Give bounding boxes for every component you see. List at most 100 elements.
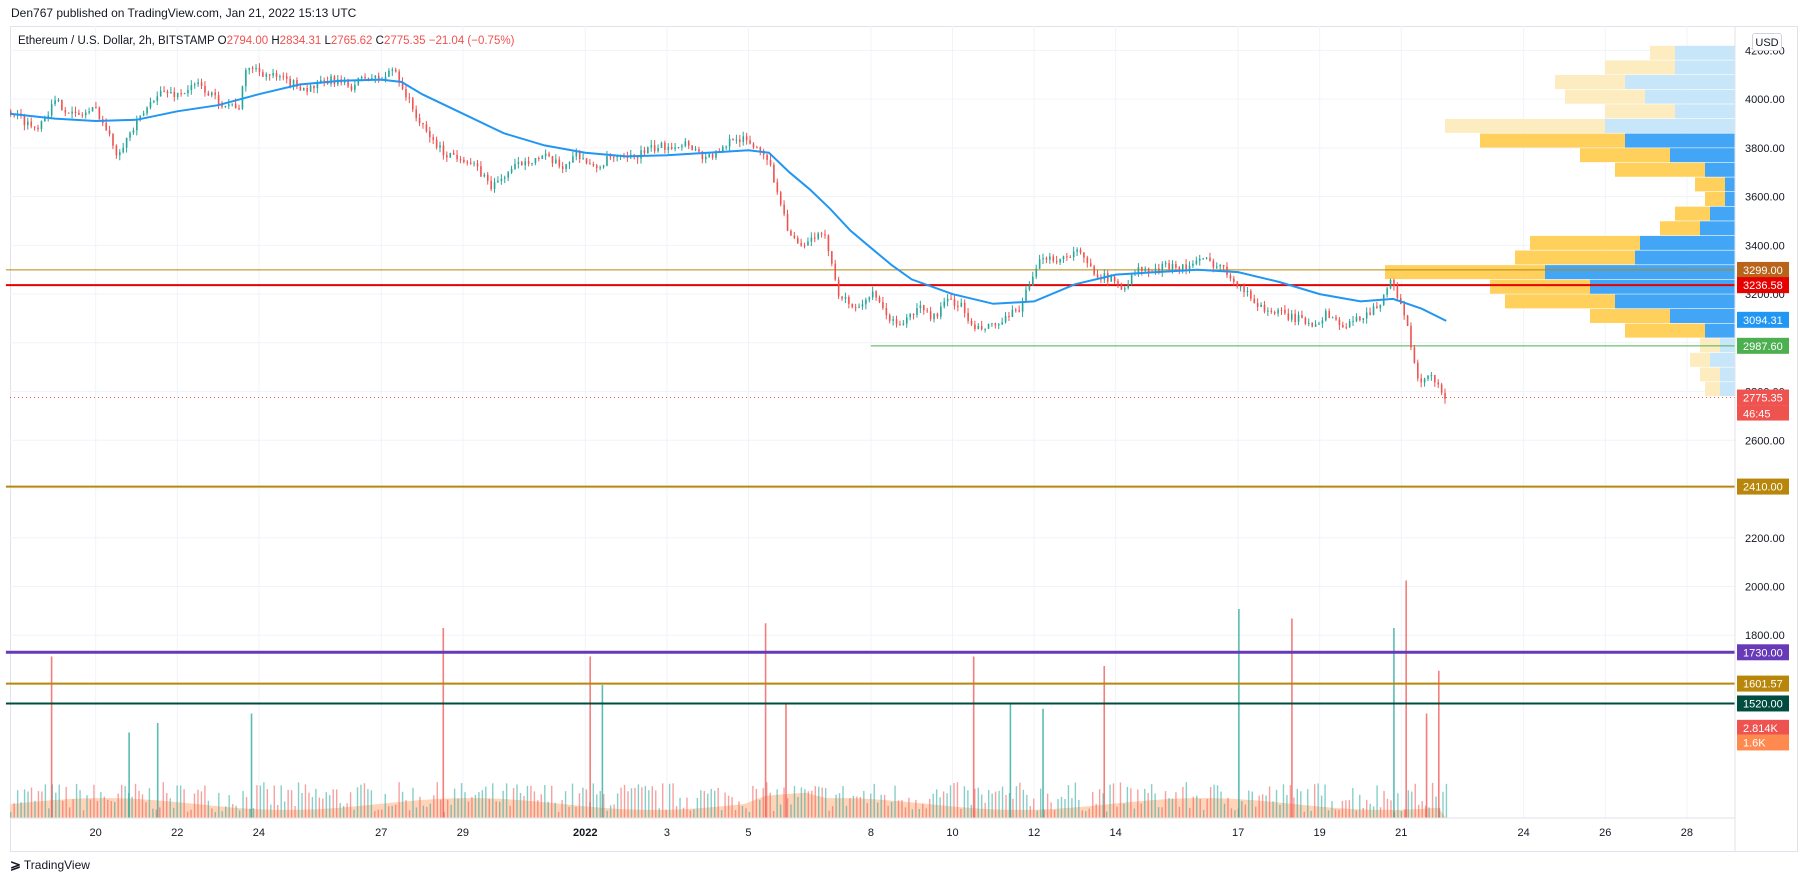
volume-bar [745, 808, 747, 818]
candle-body [112, 134, 114, 146]
candle-body [1164, 263, 1167, 265]
candle-body [769, 160, 772, 165]
volume-bar [644, 786, 647, 818]
candle-body [265, 74, 268, 77]
candle-body [180, 93, 182, 95]
volume-profile-up-bar [1720, 382, 1735, 397]
candle-body [687, 141, 690, 146]
volume-profile-down-bar [1615, 162, 1705, 177]
volume-bar [422, 805, 425, 818]
candle-body [670, 146, 673, 149]
candle-body [466, 162, 469, 164]
volume-bar [1227, 798, 1229, 818]
volume-bar [263, 782, 265, 818]
volume-bar [946, 793, 948, 818]
volume-bar [1071, 798, 1073, 818]
volume-bar [526, 785, 529, 818]
volume-bar [623, 784, 626, 818]
candle-body [316, 82, 319, 89]
volume-bar [845, 805, 848, 818]
candle-body [1093, 266, 1095, 275]
candle-body [347, 80, 349, 87]
volume-spike-bar [785, 704, 787, 818]
volume-profile-up-bar [1705, 323, 1735, 338]
candle-body [1345, 327, 1348, 329]
volume-bar [814, 786, 816, 818]
candle-body [1066, 256, 1068, 258]
candle-body [1440, 384, 1443, 393]
candle-body [166, 91, 169, 94]
price-tick-label: 2200.00 [1745, 533, 1785, 545]
candle-body [1181, 264, 1184, 271]
candle-body [589, 163, 591, 165]
volume-bar [741, 805, 744, 818]
volume-bar [918, 809, 921, 818]
candle-body [354, 84, 356, 90]
volume-bar [446, 799, 449, 818]
volume-bar [1005, 794, 1007, 818]
candle-body [234, 103, 237, 109]
candle-body [561, 166, 564, 169]
candle-body [548, 153, 550, 157]
volume-bar [34, 800, 36, 818]
volume-spike-bar [589, 656, 591, 818]
volume-bar [1445, 783, 1448, 818]
candle-body [541, 156, 544, 160]
candle-body [357, 78, 360, 85]
price-label-text: 2987.60 [1743, 341, 1783, 353]
volume-bar [277, 804, 279, 818]
price-label-box [1737, 277, 1789, 294]
candle-body [309, 85, 312, 92]
candle-body [1069, 256, 1072, 258]
candle-body [503, 177, 506, 179]
volume-bar [679, 797, 681, 818]
volume-bar [1001, 786, 1004, 818]
volume-bar [544, 785, 546, 818]
tradingview-logo-icon[interactable]: ⩾ [10, 857, 21, 872]
footer-brand[interactable]: TradingView [23, 858, 90, 872]
volume-profile-down-bar [1605, 104, 1675, 119]
candle-body [57, 99, 60, 101]
publish-info: Den767 published on TradingView.com, Jan… [11, 6, 357, 20]
volume-bar [949, 785, 952, 818]
candle-body [425, 124, 428, 132]
volume-bar [1303, 811, 1305, 818]
volume-bar [55, 792, 57, 818]
price-tick-label: 2000.00 [1745, 581, 1785, 593]
currency-button[interactable]: USD [1752, 33, 1782, 51]
candle-body [1342, 325, 1344, 328]
candle-body [1369, 312, 1371, 315]
candle-body [667, 146, 670, 150]
volume-bar [1365, 799, 1368, 818]
volume-bar [1418, 804, 1420, 818]
candle-body [497, 180, 499, 183]
candle-body [1062, 256, 1065, 260]
volume-bar [804, 789, 806, 818]
volume-profile-down-bar [1675, 206, 1710, 221]
volume-bar [1379, 807, 1382, 818]
volume-bar [540, 794, 543, 818]
volume-bar [311, 797, 314, 818]
volume-bar [1230, 808, 1233, 818]
volume-bar [637, 784, 640, 818]
candle-body [136, 120, 138, 131]
candle-body [163, 90, 165, 92]
candle-body [228, 104, 230, 106]
volume-bar [356, 787, 359, 818]
candle-body [44, 118, 46, 122]
candle-body [173, 91, 176, 98]
volume-bar [332, 789, 334, 818]
volume-bar [1085, 811, 1087, 818]
candle-body [1229, 275, 1232, 279]
price-label-text: 3236.58 [1743, 280, 1783, 292]
volume-bar [1109, 784, 1111, 818]
volume-bar [1213, 784, 1215, 818]
volume-profile-up-bar [1625, 133, 1735, 148]
candle-body [418, 117, 421, 124]
volume-bar [1268, 786, 1271, 818]
volume-bar [696, 797, 699, 818]
volume-bar [766, 782, 768, 818]
volume-bar [1026, 794, 1028, 818]
volume-bar [360, 784, 362, 818]
